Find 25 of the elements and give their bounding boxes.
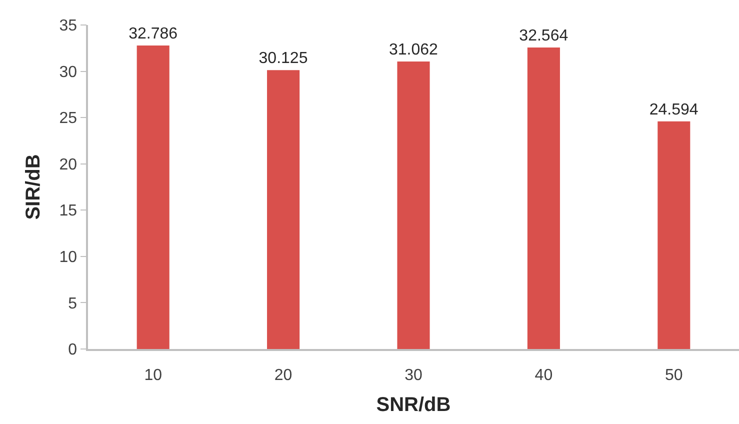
y-tick-label: 0 — [68, 342, 78, 359]
data-label: 30.125 — [258, 50, 308, 68]
data-label: 24.594 — [649, 101, 698, 118]
bar — [397, 61, 430, 349]
y-tick-label: 5 — [68, 295, 78, 312]
bar — [527, 48, 560, 349]
x-tick-label: 40 — [534, 366, 553, 384]
x-tick-label: 30 — [404, 366, 422, 384]
y-tick-label: 10 — [59, 249, 78, 266]
x-tick-label: 50 — [665, 366, 683, 384]
y-tick-label: 35 — [59, 18, 78, 35]
data-label: 31.062 — [388, 41, 438, 58]
y-tick-label: 15 — [59, 202, 78, 220]
y-tick-label: 25 — [59, 110, 78, 128]
y-axis-title: SIR/dB — [22, 154, 44, 220]
bar — [658, 121, 690, 349]
y-tick-label: 20 — [59, 156, 78, 174]
data-label: 32.564 — [519, 28, 568, 45]
data-label: 32.786 — [128, 26, 178, 42]
bar — [267, 70, 300, 349]
x-tick-label: 20 — [274, 366, 292, 384]
bar — [136, 46, 170, 349]
x-axis-title: SNR/dB — [376, 394, 451, 416]
x-tick-label: 10 — [144, 366, 162, 384]
y-tick-label: 30 — [59, 64, 78, 81]
